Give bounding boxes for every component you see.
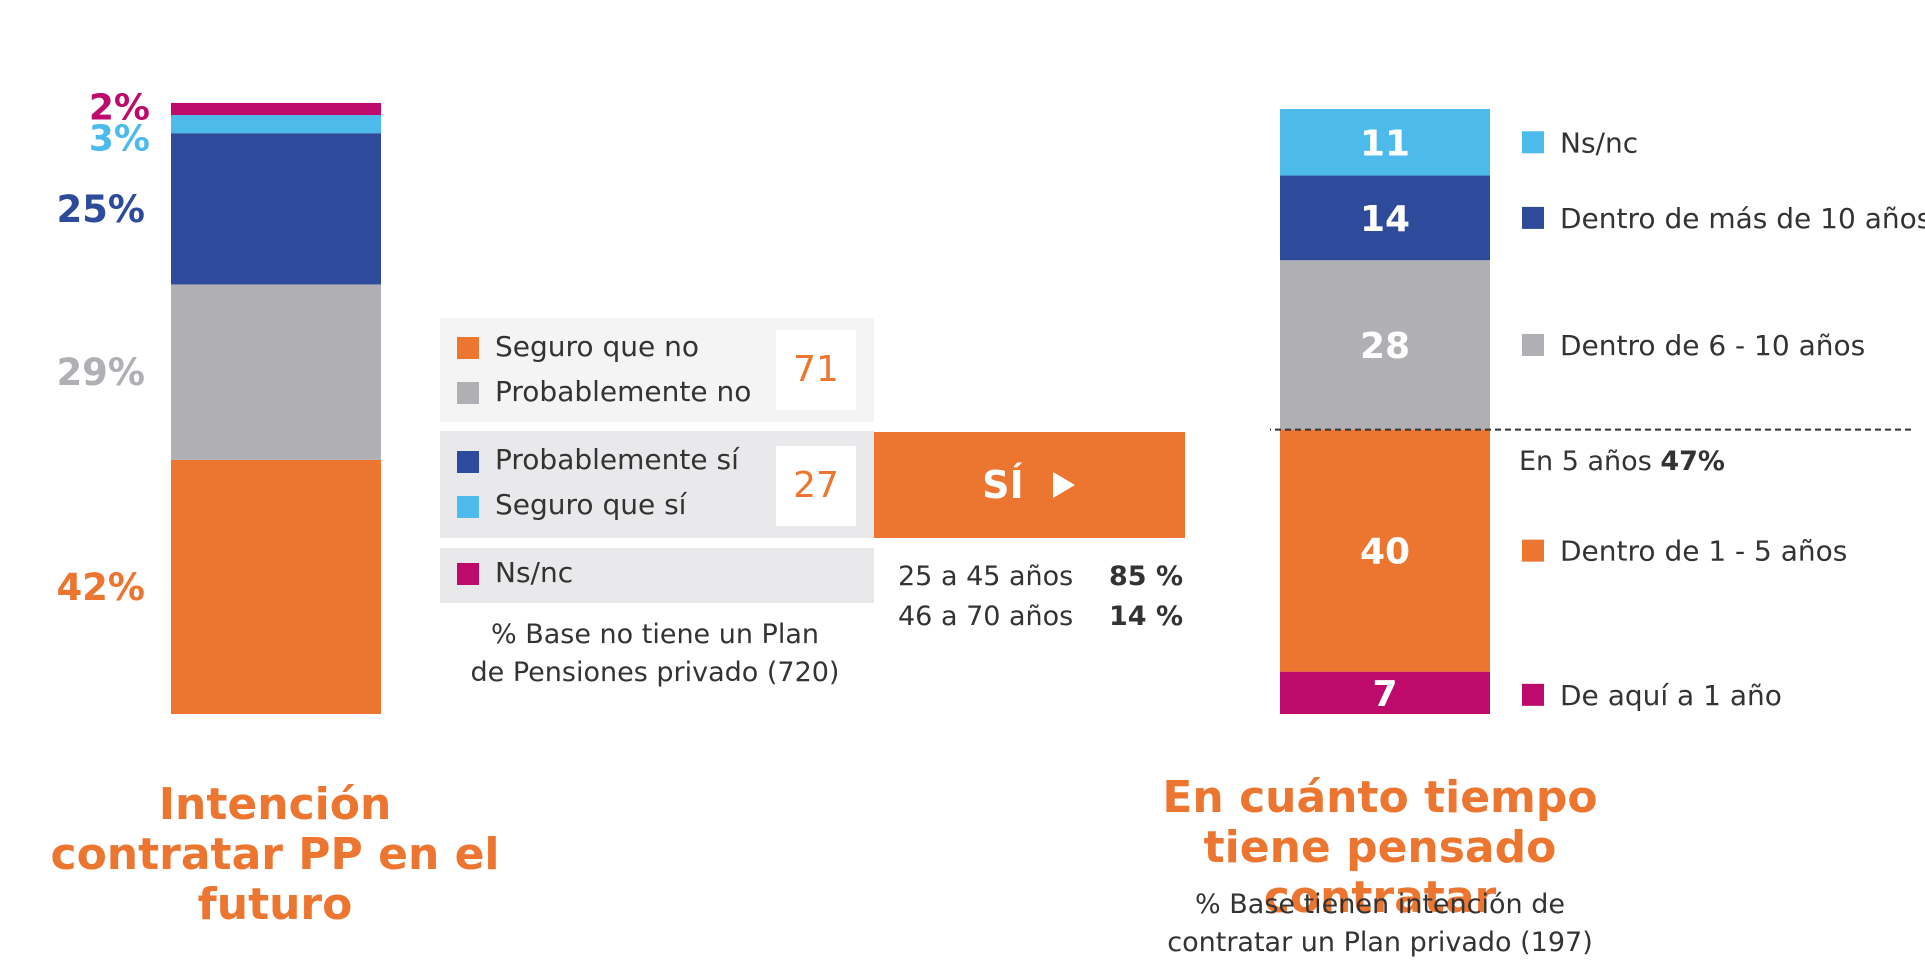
right-bar-value-dentro-de-6-10-anos: 28 <box>1360 326 1410 367</box>
five-year-annotation: En 5 años 47% <box>1519 446 1725 477</box>
right-bar-value-de-aqui-a-1-ano: 7 <box>1372 674 1397 715</box>
age-row-range-1: 25 a 45 años <box>898 561 1074 592</box>
right-legend-swatch-de-aqui-a-1-ano <box>1522 683 1544 706</box>
left-bar-segment-probablemente-si <box>171 133 381 285</box>
right-legend-label-dentro-de-6-10-anos: Dentro de 6 - 10 años <box>1560 329 1865 362</box>
si-banner-label: SÍ <box>982 463 1024 507</box>
right-legend-label-dentro-de-mas-de-10-anos: Dentro de más de 10 años <box>1560 202 1925 235</box>
left-bar-label-seguro-que-no: 42% <box>56 566 145 609</box>
right-legend-label-de-aqui-a-1-ano: De aquí a 1 año <box>1560 679 1782 712</box>
age-row-value-2: 14 % <box>1108 601 1183 632</box>
right-bar-segment-de-aqui-a-1-ano <box>1280 671 1490 714</box>
right-bar-segment-ns-nc <box>1280 109 1490 176</box>
label-probablemente-si: Probablemente sí <box>495 443 739 476</box>
right-stacked-bar-chart: 7 40 28 14 11 De aquí a 1 año Dentro de 1 - 5 … <box>1270 109 1925 715</box>
age-row-range-2: 46 a 70 años <box>898 601 1074 632</box>
label-probablemente-no: Probablemente no <box>495 375 752 408</box>
left-stacked-bar-chart: 42% 29% 25% 3%2% <box>56 88 381 714</box>
label-nsnc: Ns/nc <box>495 556 574 589</box>
right-legend-label-ns-nc: Ns/nc <box>1560 126 1638 159</box>
swatch-probablemente-si <box>457 451 479 473</box>
right-legend-swatch-dentro-de-1-5-anos <box>1522 539 1544 562</box>
label-seguro-que-no: Seguro que no <box>495 330 699 363</box>
right-legend-swatch-ns-nc <box>1522 131 1544 154</box>
swatch-nsnc <box>457 563 479 585</box>
yes-group-total: 27 <box>776 446 856 526</box>
right-bar-value-ns-nc: 11 <box>1360 123 1410 164</box>
left-bar-segment-probablemente-no <box>171 284 381 460</box>
right-bar-value-dentro-de-1-5-anos: 40 <box>1360 532 1410 573</box>
right-bar-value-dentro-de-mas-de-10-anos: 14 <box>1360 199 1410 240</box>
five-year-annotation-text: En 5 años <box>1519 446 1652 477</box>
label-seguro-que-si: Seguro que sí <box>495 488 687 521</box>
swatch-seguro-que-no <box>457 337 479 359</box>
right-legend-label-dentro-de-1-5-anos: Dentro de 1 - 5 años <box>1560 535 1847 568</box>
no-group-total: 71 <box>776 330 856 410</box>
left-bar-label-ns-nc: 2% <box>89 88 150 129</box>
si-banner: SÍ <box>874 432 1185 538</box>
swatch-seguro-que-si <box>457 496 479 518</box>
left-bar-segment-seguro-que-no <box>171 459 381 714</box>
right-bar-segment-dentro-de-1-5-anos <box>1280 429 1490 672</box>
left-chart-title: Intención contratar PP en el futuro <box>50 779 500 930</box>
nsnc-box <box>440 548 874 603</box>
age-row-value-1: 85 % <box>1108 561 1183 592</box>
left-bar-label-seguro-que-si: 3% <box>89 119 150 160</box>
right-bar-segment-dentro-de-6-10-anos <box>1280 260 1490 430</box>
left-bar-label-probablemente-si: 25% <box>56 188 145 231</box>
middle-base-note: % Base no tiene un Plan de Pensiones pri… <box>470 619 840 688</box>
right-bar-segment-dentro-de-mas-de-10-anos <box>1280 175 1490 261</box>
five-year-annotation-value: 47% <box>1660 446 1725 477</box>
right-chart-subtitle: % Base tienen intención de contratar un … <box>1167 889 1593 958</box>
right-legend-swatch-dentro-de-mas-de-10-anos <box>1522 206 1544 229</box>
right-legend-swatch-dentro-de-6-10-anos <box>1522 333 1544 356</box>
left-bar-label-probablemente-no: 29% <box>56 351 145 394</box>
left-bar-segment-seguro-que-si <box>171 115 381 134</box>
swatch-probablemente-no <box>457 382 479 404</box>
right-chart-title: En cuánto tiempo tiene pensado contratar <box>1162 772 1598 923</box>
play-arrow-icon <box>1052 471 1075 498</box>
left-bar-segment-ns-nc <box>171 102 381 116</box>
